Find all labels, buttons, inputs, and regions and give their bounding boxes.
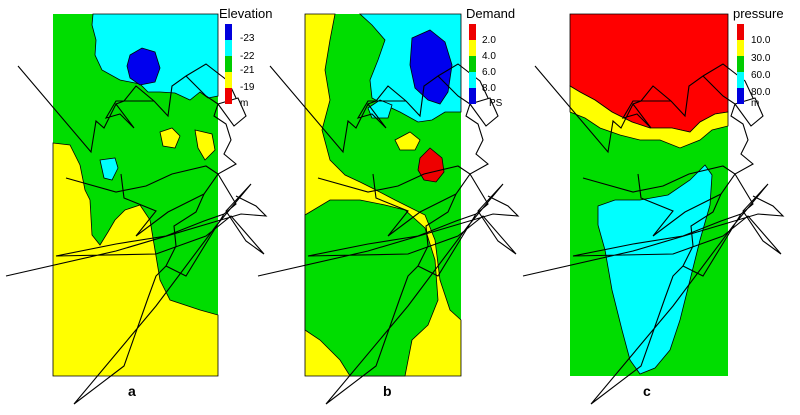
legend-label-c-3: 60.0	[751, 70, 771, 81]
legend-label-c-2: 30.0	[751, 53, 771, 64]
map-b	[257, 13, 519, 405]
legend-label-a-2: -22	[240, 51, 255, 62]
map-a	[5, 13, 267, 405]
legend-bar-b	[469, 24, 476, 104]
legend-label-c-4: 80.0	[751, 87, 771, 98]
legend-swatch	[737, 56, 744, 72]
legend-swatch	[469, 24, 476, 40]
legend-bar-c	[737, 24, 744, 104]
legend-swatch	[469, 88, 476, 104]
legend-swatch	[225, 24, 232, 40]
panel-letter-a: a	[128, 383, 136, 399]
legend-label-b-1: 2.0	[482, 35, 496, 46]
legend-swatch	[225, 40, 232, 56]
legend-label-b-2: 4.0	[482, 51, 496, 62]
legend-label-b-4: 8.0	[482, 83, 496, 94]
legend-swatch	[225, 56, 232, 72]
legend-title-b: Demand	[466, 6, 516, 21]
legend-swatch	[737, 88, 744, 104]
legend-swatch	[737, 24, 744, 40]
legend-swatch	[737, 40, 744, 56]
legend-bar-a	[225, 24, 232, 104]
legend-label-c-1: 10.0	[751, 35, 771, 46]
panel-letter-b: b	[383, 383, 392, 399]
legend-swatch	[737, 72, 744, 88]
legend-unit-c: m	[751, 98, 760, 109]
legend-label-b-3: 6.0	[482, 67, 496, 78]
legend-label-a-1: -23	[240, 33, 255, 44]
legend-swatch	[469, 72, 476, 88]
panel-letter-c: c	[643, 383, 651, 399]
legend-swatch	[225, 88, 232, 104]
legend-swatch	[469, 56, 476, 72]
legend-title-c: pressure	[733, 6, 784, 21]
legend-swatch	[469, 40, 476, 56]
legend-swatch	[225, 72, 232, 88]
legend-unit-a: m	[240, 98, 249, 109]
legend-label-a-3: -21	[240, 65, 255, 76]
legend-unit-b: PS	[489, 98, 503, 109]
map-c	[522, 13, 784, 405]
legend-title-a: Elevation	[219, 6, 273, 21]
legend-label-a-4: -19	[240, 82, 255, 93]
